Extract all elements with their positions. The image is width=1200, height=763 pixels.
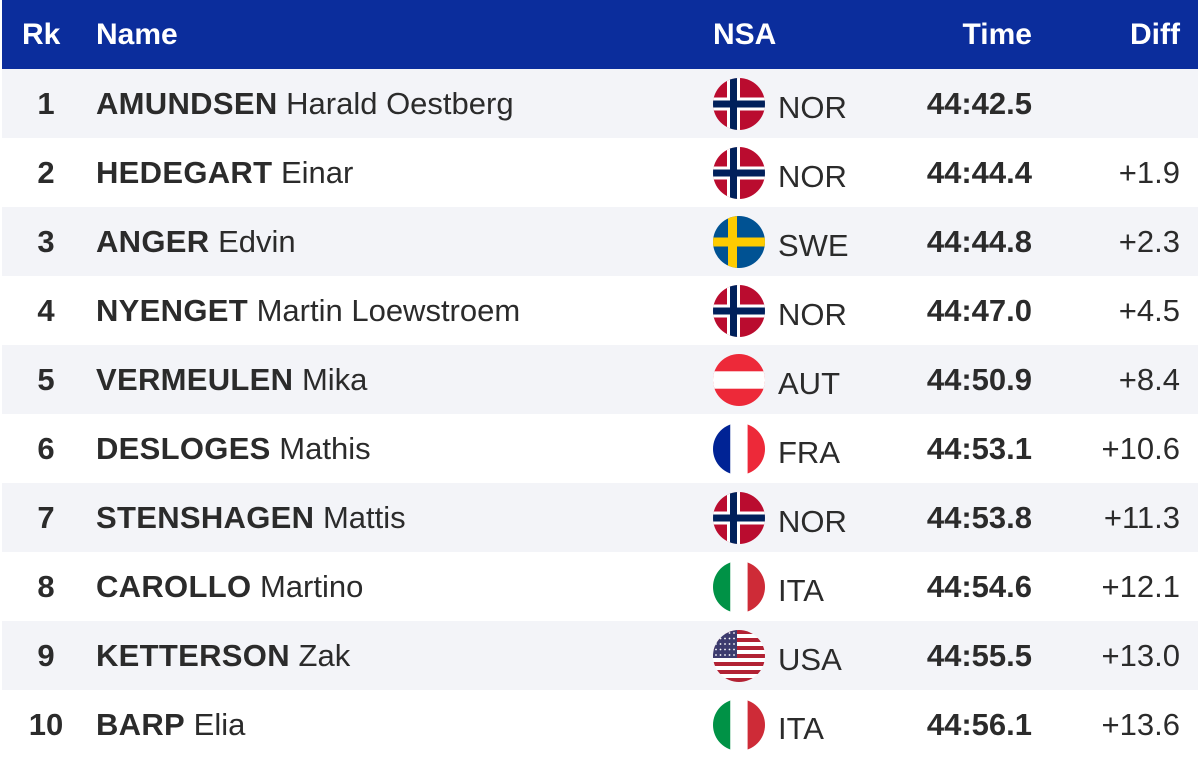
table-row[interactable]: 6 DESLOGES Mathis FRA 44:53.1 +10.6 (2, 414, 1198, 483)
rank-cell: 2 (37, 155, 55, 190)
diff-cell: +10.6 (1101, 431, 1180, 466)
athlete-last-name: AMUNDSEN (96, 86, 278, 121)
athlete-name[interactable]: DESLOGES Mathis (96, 414, 371, 483)
athlete-last-name: HEDEGART (96, 155, 273, 190)
nsa-code: NOR (778, 504, 847, 539)
athlete-last-name: DESLOGES (96, 431, 271, 466)
rank-cell: 1 (37, 86, 55, 121)
diff-cell: +8.4 (1118, 362, 1180, 397)
athlete-first-name: Einar (280, 155, 354, 190)
diff-cell: +1.9 (1118, 155, 1180, 190)
athlete-first-name: Mika (301, 362, 368, 397)
nsa-code: ITA (778, 573, 824, 608)
rank-cell: 5 (37, 362, 55, 397)
time-cell: 44:47.0 (926, 293, 1032, 328)
athlete-last-name: STENSHAGEN (96, 500, 315, 535)
athlete-first-name: Elia (193, 707, 246, 742)
diff-cell: +12.1 (1101, 569, 1180, 604)
athlete-first-name: Zak (298, 638, 351, 673)
diff-cell: +2.3 (1118, 224, 1180, 259)
nsa-code: USA (778, 642, 842, 677)
athlete-first-name: Mathis (279, 431, 371, 466)
nsa-code: SWE (778, 228, 849, 263)
rank-cell: 9 (37, 638, 55, 673)
athlete-name[interactable]: AMUNDSEN Harald Oestberg (96, 69, 514, 138)
header-nsa[interactable]: NSA (713, 18, 777, 51)
nsa-code: NOR (778, 297, 847, 332)
header-diff[interactable]: Diff (1130, 18, 1180, 51)
norway-flag-icon (713, 147, 765, 199)
athlete-name[interactable]: ANGER Edvin (96, 207, 296, 276)
athlete-first-name: Edvin (218, 224, 296, 259)
athlete-name[interactable]: VERMEULEN Mika (96, 345, 367, 414)
time-cell: 44:50.9 (926, 362, 1032, 397)
header-name[interactable]: Name (96, 18, 178, 51)
time-cell: 44:44.8 (926, 224, 1032, 259)
athlete-name[interactable]: CAROLLO Martino (96, 552, 363, 621)
athlete-last-name: CAROLLO (96, 569, 252, 604)
italy-flag-icon (713, 561, 765, 613)
time-cell: 44:53.8 (926, 500, 1032, 535)
norway-flag-icon (713, 492, 765, 544)
austria-flag-icon (713, 354, 765, 406)
diff-cell: +11.3 (1103, 500, 1180, 535)
athlete-last-name: BARP (96, 707, 186, 742)
diff-cell: +4.5 (1118, 293, 1180, 328)
table-row[interactable]: 5 VERMEULEN Mika AUT 44:50.9 +8.4 (2, 345, 1198, 414)
table-row[interactable]: 7 STENSHAGEN Mattis NOR 44:53.8 +11.3 (2, 483, 1198, 552)
nsa-code: ITA (778, 711, 824, 746)
table-body: 1 AMUNDSEN Harald Oestberg NOR 44:42.5 2 HEDE… (2, 69, 1198, 759)
athlete-last-name: NYENGET (96, 293, 248, 328)
athlete-last-name: ANGER (96, 224, 210, 259)
norway-flag-icon (713, 78, 765, 130)
table-row[interactable]: 1 AMUNDSEN Harald Oestberg NOR 44:42.5 (2, 69, 1198, 138)
header-time[interactable]: Time (962, 18, 1032, 51)
athlete-name[interactable]: KETTERSON Zak (96, 621, 350, 690)
table-row[interactable]: 4 NYENGET Martin Loewstroem NOR 44:47.0 +4.5 (2, 276, 1198, 345)
rank-cell: 7 (37, 500, 55, 535)
time-cell: 44:42.5 (926, 86, 1032, 121)
athlete-name[interactable]: NYENGET Martin Loewstroem (96, 276, 520, 345)
table-row[interactable]: 9 KETTERSON Zak USA 44:55.5 +13.0 (2, 621, 1198, 690)
athlete-last-name: KETTERSON (96, 638, 290, 673)
time-cell: 44:53.1 (926, 431, 1032, 466)
athlete-first-name: Mattis (322, 500, 406, 535)
table-row[interactable]: 3 ANGER Edvin SWE 44:44.8 +2.3 (2, 207, 1198, 276)
header-rank[interactable]: Rk (22, 18, 61, 51)
nsa-code: FRA (778, 435, 840, 470)
athlete-first-name: Harald Oestberg (286, 86, 514, 121)
time-cell: 44:44.4 (926, 155, 1032, 190)
rank-cell: 3 (37, 224, 55, 259)
athlete-first-name: Martin Loewstroem (256, 293, 521, 328)
time-cell: 44:54.6 (926, 569, 1032, 604)
rank-cell: 10 (28, 707, 64, 742)
athlete-name[interactable]: BARP Elia (96, 690, 245, 759)
rank-cell: 4 (37, 293, 55, 328)
norway-flag-icon (713, 285, 765, 337)
table-row[interactable]: 8 CAROLLO Martino ITA 44:54.6 +12.1 (2, 552, 1198, 621)
athlete-name[interactable]: STENSHAGEN Mattis (96, 483, 406, 552)
athlete-name[interactable]: HEDEGART Einar (96, 138, 353, 207)
usa-flag-icon (713, 630, 765, 682)
nsa-code: NOR (778, 90, 847, 125)
athlete-last-name: VERMEULEN (96, 362, 294, 397)
sweden-flag-icon (713, 216, 765, 268)
italy-flag-icon (713, 699, 765, 751)
athlete-first-name: Martino (259, 569, 364, 604)
france-flag-icon (713, 423, 765, 475)
table-row[interactable]: 10 BARP Elia ITA 44:56.1 +13.6 (2, 690, 1198, 759)
diff-cell: +13.6 (1101, 707, 1180, 742)
diff-cell: +13.0 (1101, 638, 1180, 673)
time-cell: 44:56.1 (926, 707, 1032, 742)
time-cell: 44:55.5 (926, 638, 1032, 673)
rank-cell: 8 (37, 569, 55, 604)
table-header: Rk Name NSA Time Diff (2, 0, 1198, 69)
table-row[interactable]: 2 HEDEGART Einar NOR 44:44.4 +1.9 (2, 138, 1198, 207)
nsa-code: AUT (778, 366, 840, 401)
rank-cell: 6 (37, 431, 55, 466)
nsa-code: NOR (778, 159, 847, 194)
